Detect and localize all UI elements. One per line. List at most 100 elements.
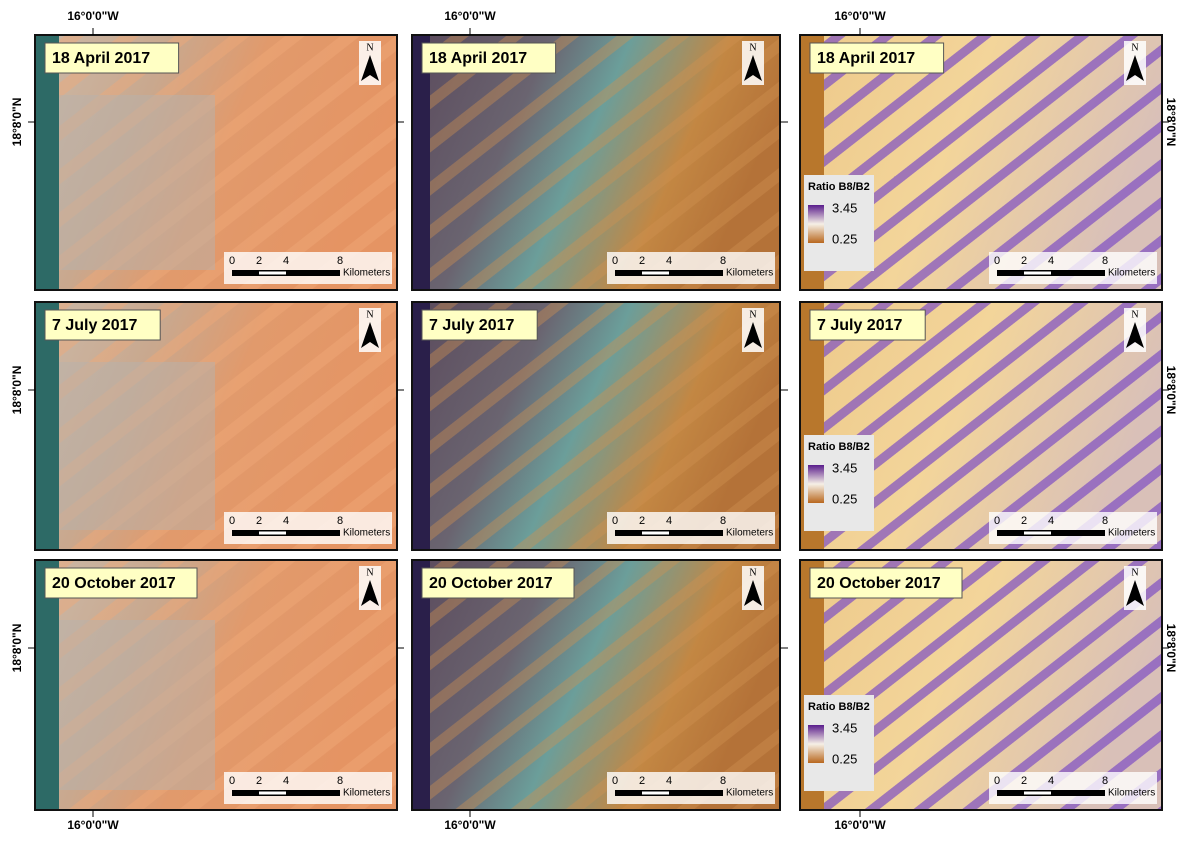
scale-number: 4 — [283, 515, 289, 527]
scale-unit: Kilometers — [726, 528, 773, 539]
scale-bar-white — [259, 272, 286, 275]
scale-number: 0 — [994, 255, 1000, 267]
legend-max: 3.45 — [832, 720, 857, 735]
north-label: N — [1131, 309, 1138, 320]
scale-number: 0 — [229, 515, 235, 527]
scale-number: 2 — [1021, 775, 1027, 787]
legend-title: Ratio B8/B2 — [808, 181, 870, 193]
scale-number: 8 — [720, 515, 726, 527]
scale-unit: Kilometers — [343, 788, 390, 799]
longitude-label: 16°0'0"W — [834, 818, 886, 832]
scale-number: 8 — [1102, 255, 1108, 267]
north-label: N — [1131, 567, 1138, 578]
scale-number: 4 — [1048, 515, 1054, 527]
scale-number: 8 — [720, 255, 726, 267]
scale-number: 0 — [994, 775, 1000, 787]
scale-number: 8 — [337, 255, 343, 267]
scale-number: 2 — [256, 255, 262, 267]
urban-area — [55, 95, 215, 270]
legend-title: Ratio B8/B2 — [808, 701, 870, 713]
scale-bar-white — [1024, 532, 1051, 535]
scale-bar-white — [259, 532, 286, 535]
scale-number: 4 — [666, 515, 672, 527]
scale-bar-white — [642, 272, 669, 275]
scale-number: 4 — [283, 255, 289, 267]
scale-number: 2 — [639, 775, 645, 787]
map-panel: 20 October 2017 N 0 2 4 8Kilometers Ratio B8/B… — [800, 560, 1162, 810]
scale-number: 0 — [229, 775, 235, 787]
scale-number: 8 — [720, 775, 726, 787]
scale-number: 4 — [666, 255, 672, 267]
scale-number: 2 — [256, 515, 262, 527]
legend-min: 0.25 — [832, 491, 857, 506]
north-label: N — [749, 309, 756, 320]
date-label: 18 April 2017 — [429, 50, 527, 67]
urban-area — [55, 620, 215, 790]
scale-number: 4 — [283, 775, 289, 787]
legend-title: Ratio B8/B2 — [808, 441, 870, 453]
scale-bar-white — [1024, 792, 1051, 795]
legend-min: 0.25 — [832, 751, 857, 766]
legend-max: 3.45 — [832, 200, 857, 215]
scale-bar-white — [1024, 272, 1051, 275]
north-label: N — [366, 309, 373, 320]
urban-area — [55, 362, 215, 530]
date-label: 18 April 2017 — [817, 50, 915, 67]
date-label: 18 April 2017 — [52, 50, 150, 67]
scale-unit: Kilometers — [1108, 268, 1155, 279]
north-label: N — [1131, 42, 1138, 53]
map-panel: 18 April 2017 N 0 2 4 8Kilometers — [412, 35, 780, 290]
north-label: N — [366, 42, 373, 53]
scale-number: 0 — [612, 255, 618, 267]
longitude-label: 16°0'0"W — [67, 9, 119, 23]
legend-ramp — [808, 205, 824, 243]
longitude-label: 16°0'0"W — [67, 818, 119, 832]
scale-number: 4 — [1048, 255, 1054, 267]
scale-number: 0 — [994, 515, 1000, 527]
longitude-label: 16°0'0"W — [444, 818, 496, 832]
date-label: 20 October 2017 — [817, 575, 941, 592]
scale-number: 0 — [229, 255, 235, 267]
scale-bar-white — [642, 792, 669, 795]
scale-unit: Kilometers — [1108, 788, 1155, 799]
legend-max: 3.45 — [832, 460, 857, 475]
north-label: N — [749, 42, 756, 53]
latitude-label: 18°8'0"N — [10, 624, 24, 673]
scale-number: 0 — [612, 515, 618, 527]
scale-unit: Kilometers — [726, 788, 773, 799]
date-label: 7 July 2017 — [52, 317, 138, 334]
longitude-label: 16°0'0"W — [444, 9, 496, 23]
scale-number: 4 — [666, 775, 672, 787]
longitude-label: 16°0'0"W — [834, 9, 886, 23]
latitude-label: 18°8'0"N — [10, 98, 24, 147]
legend-ramp — [808, 725, 824, 763]
scale-number: 8 — [337, 775, 343, 787]
scale-number: 2 — [1021, 515, 1027, 527]
date-label: 7 July 2017 — [429, 317, 515, 334]
north-label: N — [749, 567, 756, 578]
scale-unit: Kilometers — [726, 268, 773, 279]
scale-number: 2 — [1021, 255, 1027, 267]
north-label: N — [366, 567, 373, 578]
scale-number: 4 — [1048, 775, 1054, 787]
date-label: 20 October 2017 — [52, 575, 176, 592]
scale-unit: Kilometers — [343, 528, 390, 539]
scale-number: 8 — [1102, 775, 1108, 787]
scale-unit: Kilometers — [1108, 528, 1155, 539]
scale-number: 2 — [639, 255, 645, 267]
date-label: 20 October 2017 — [429, 575, 553, 592]
scale-unit: Kilometers — [343, 268, 390, 279]
scale-number: 2 — [639, 515, 645, 527]
latitude-label: 18°8'0"N — [10, 366, 24, 415]
scale-number: 8 — [1102, 515, 1108, 527]
legend-min: 0.25 — [832, 231, 857, 246]
legend-ramp — [808, 465, 824, 503]
scale-bar-white — [642, 532, 669, 535]
